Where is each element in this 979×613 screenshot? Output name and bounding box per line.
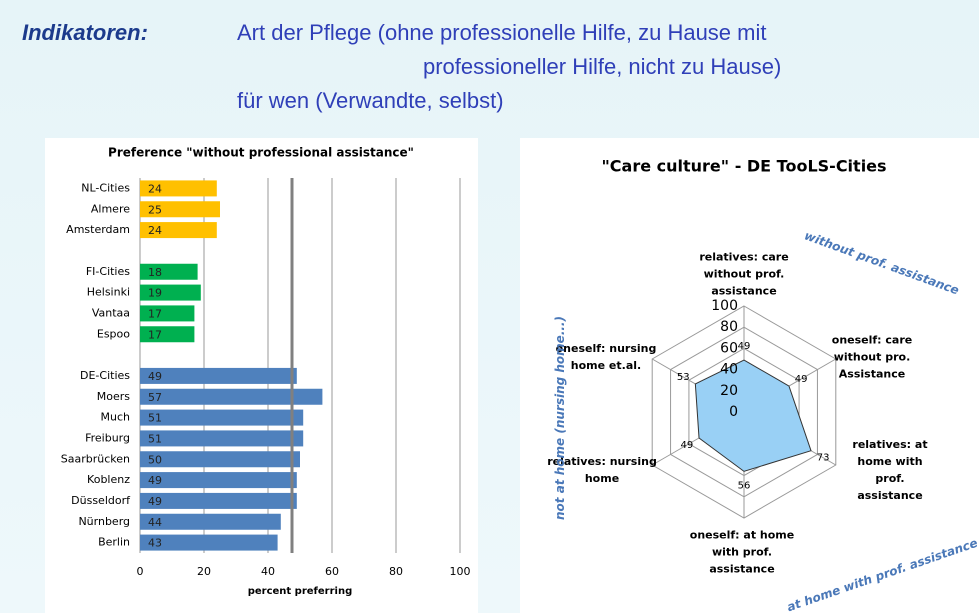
value-label: 49 [795, 374, 808, 385]
bar [140, 492, 297, 509]
x-tick-label: 60 [325, 565, 339, 578]
radar-area [694, 359, 812, 472]
value-label: 50 [148, 453, 162, 466]
indicator-label: Indikatoren: [22, 20, 148, 45]
r-tick-label: 40 [720, 362, 738, 378]
x-tick-label: 100 [450, 565, 471, 578]
bar-panel: Preference "without professional assista… [45, 138, 478, 613]
bar [140, 222, 217, 239]
r-tick-label: 0 [729, 404, 738, 420]
value-label: 44 [148, 516, 162, 529]
bar [140, 472, 297, 489]
category-label: Helsinki [87, 286, 130, 299]
category-label: Espoo [97, 327, 130, 340]
category-label: DE-Cities [80, 369, 130, 382]
header-line: für wen (Verwandte, selbst) [237, 88, 504, 113]
axis-label: oneself: nursing home et.al. [555, 342, 657, 372]
bar [140, 201, 220, 218]
category-label: FI-Cities [86, 265, 130, 278]
x-axis-label: percent preferring [248, 586, 353, 597]
bar [140, 513, 281, 530]
value-label: 57 [148, 391, 162, 404]
bar [140, 430, 304, 447]
value-label: 53 [677, 372, 690, 383]
value-label: 17 [148, 328, 162, 341]
value-label: 25 [148, 203, 162, 216]
bar [140, 305, 195, 322]
bar [140, 263, 198, 280]
chart-title: Preference "without professional assista… [108, 146, 414, 160]
r-tick-label: 20 [720, 383, 738, 399]
value-label: 43 [148, 537, 162, 550]
chart-title: "Care culture" - DE TooLS-Cities [601, 157, 886, 176]
axis-label: relatives: care without prof. assistance [699, 250, 789, 298]
radar-panel: "Care culture" - DE TooLS-Cities 0 20 40 60 8… [520, 138, 979, 613]
axis-label: relatives: nursing home [547, 455, 657, 485]
x-tick-label: 40 [261, 565, 275, 578]
category-label: NL-Cities [81, 181, 130, 194]
bar [140, 180, 217, 197]
header-line: Art der Pflege (ohne professionelle Hilf… [237, 20, 767, 45]
value-label: 17 [148, 307, 162, 320]
category-label: Moers [97, 390, 131, 403]
value-label: 49 [681, 440, 694, 451]
category-label: Saarbrücken [61, 452, 130, 465]
bar [140, 388, 323, 405]
category-label: Freiburg [85, 431, 130, 444]
category-label: Nürnberg [78, 515, 130, 528]
value-label: 49 [148, 474, 162, 487]
category-label: Düsseldorf [71, 494, 131, 507]
bar-chart: Preference "without professional assista… [61, 146, 471, 598]
bar [140, 367, 297, 384]
value-label: 24 [148, 182, 162, 195]
r-tick-label: 60 [720, 340, 738, 356]
radar-chart: "Care culture" - DE TooLS-Cities 0 20 40 60 8… [601, 157, 887, 519]
bar [140, 451, 300, 468]
axis-label: relatives: at home with prof. assistance [852, 438, 928, 502]
value-label: 18 [148, 266, 162, 279]
r-tick-label: 80 [720, 319, 738, 335]
value-label: 49 [148, 370, 162, 383]
category-label: Koblenz [87, 473, 130, 486]
axis-label: oneself: at home with prof. assistance [689, 528, 795, 576]
r-tick-label: 100 [711, 298, 738, 314]
value-label: 49 [738, 341, 751, 352]
x-tick-label: 20 [197, 565, 211, 578]
value-label: 19 [148, 287, 162, 300]
header-line: professioneller Hilfe, nicht zu Hause) [423, 54, 782, 79]
bar [140, 284, 201, 301]
axis-label: oneself: care without pro. Assistance [831, 333, 913, 381]
category-label: Much [101, 411, 131, 424]
bar [140, 326, 195, 343]
value-label: 49 [148, 495, 162, 508]
x-tick-label: 0 [137, 565, 144, 578]
value-label: 51 [148, 412, 162, 425]
category-label: Amsterdam [66, 223, 130, 236]
value-label: 24 [148, 224, 162, 237]
category-label: Almere [91, 202, 130, 215]
annotation: not at home (nursing home...) [552, 316, 567, 520]
x-tick-label: 80 [389, 565, 403, 578]
bar [140, 409, 304, 426]
value-label: 51 [148, 432, 162, 445]
value-label: 73 [817, 453, 830, 464]
bar [140, 534, 278, 551]
value-label: 56 [738, 480, 751, 491]
category-label: Berlin [98, 536, 130, 549]
category-label: Vantaa [92, 306, 130, 319]
